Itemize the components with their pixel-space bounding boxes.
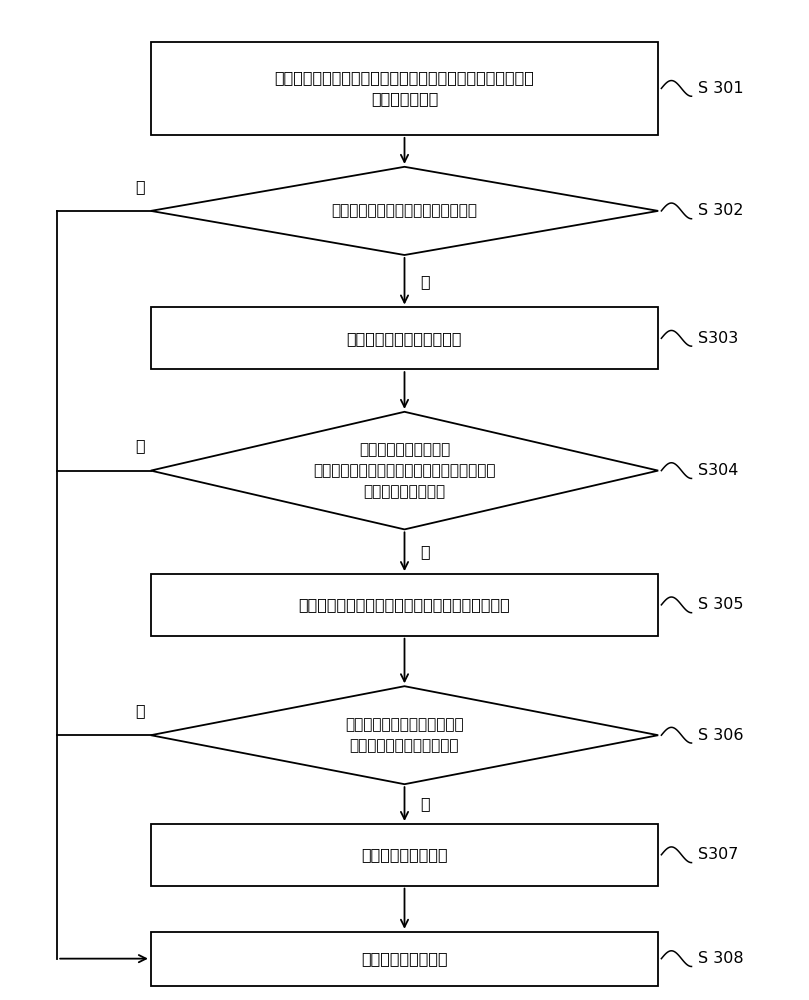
Text: 否: 否 [421,544,430,559]
Text: S 302: S 302 [698,203,743,218]
Text: 是: 是 [421,274,430,289]
Text: 否: 否 [135,179,145,194]
Text: S 308: S 308 [698,951,743,966]
Text: 是: 是 [421,797,430,812]
Text: S 305: S 305 [698,597,743,612]
Text: 停止下载待加载文件: 停止下载待加载文件 [361,951,448,966]
FancyBboxPatch shape [150,574,659,636]
Text: S 301: S 301 [698,81,743,96]
Text: S304: S304 [698,463,739,478]
FancyBboxPatch shape [150,42,659,135]
Polygon shape [150,686,659,784]
Text: 通过设置的漏洞探测探针探测
待加载文件是否为安全文件: 通过设置的漏洞探测探针探测 待加载文件是否为安全文件 [345,717,464,753]
Text: S307: S307 [698,847,739,862]
FancyBboxPatch shape [150,932,659,986]
Text: S303: S303 [698,331,738,346]
Text: S 306: S 306 [698,728,743,743]
Polygon shape [150,167,659,255]
FancyBboxPatch shape [150,824,659,886]
Text: 否: 否 [135,703,145,718]
Text: 根据解析出的授权信息进行权限验证: 根据解析出的授权信息进行权限验证 [332,203,477,218]
Polygon shape [150,412,659,529]
FancyBboxPatch shape [150,307,659,369]
Text: 当待加载文件已下载部分已包含指定内容时，从已下载部分中
解析出授权信息: 当待加载文件已下载部分已包含指定内容时，从已下载部分中 解析出授权信息 [274,70,535,106]
Text: 根据抓取的内部内容，
通过内外特征的方式，诊断待加载文件的内部
内容是否为恶意内容: 根据抓取的内部内容， 通过内外特征的方式，诊断待加载文件的内部 内容是否为恶意内… [313,442,496,499]
Text: 抓取已下载部分的内部内容: 抓取已下载部分的内部内容 [347,331,462,346]
Text: 继续下载待加载文件: 继续下载待加载文件 [361,847,448,862]
Text: 通过后台虚拟浏览器将待加载文件打开为一个页面: 通过后台虚拟浏览器将待加载文件打开为一个页面 [299,597,510,612]
Text: 是: 是 [135,439,145,454]
